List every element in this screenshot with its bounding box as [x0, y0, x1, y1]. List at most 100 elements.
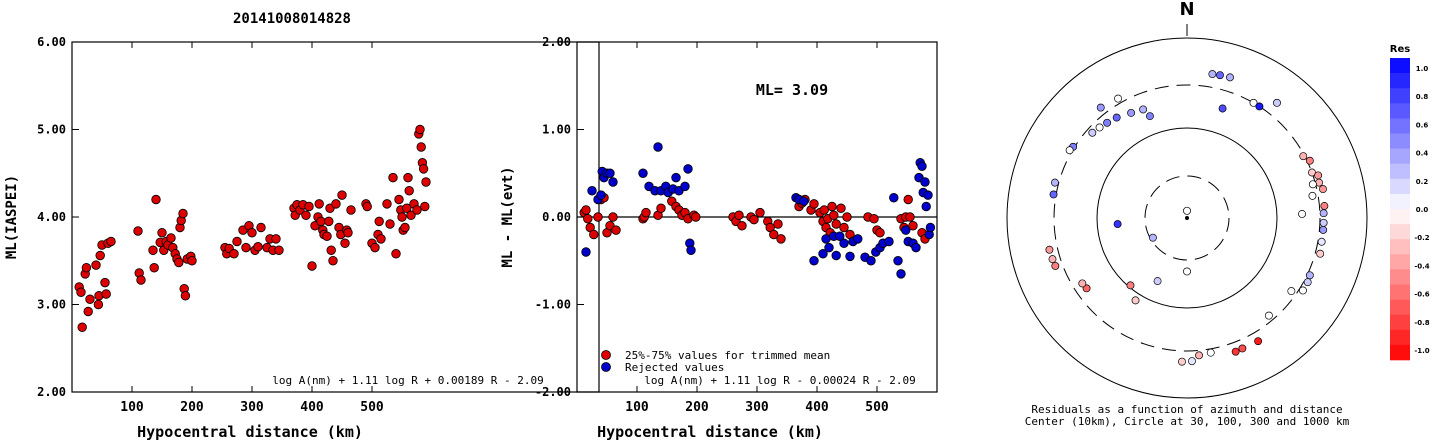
left-data-point: [101, 289, 111, 299]
left-data-point: [136, 275, 146, 285]
colorbar-cell: [1390, 193, 1410, 210]
rejected-point: [866, 256, 876, 266]
colorbar-tick-label: -1.0: [1414, 347, 1429, 355]
left-y-tick-label: 4.00: [37, 210, 66, 224]
trimmed-mean-point: [831, 219, 841, 229]
colorbar-tick-label: 0.2: [1416, 178, 1429, 186]
station-residual-marker: [1048, 255, 1057, 264]
middle-y-tick-label: -1.00: [535, 298, 571, 312]
left-x-tick-label: 100: [120, 400, 144, 415]
rejected-point: [839, 238, 849, 248]
left-data-point: [151, 194, 161, 205]
middle-y-tick-label: 0.00: [542, 210, 571, 224]
colorbar-cell: [1390, 163, 1410, 180]
station-residual-marker: [1195, 351, 1203, 360]
colorbar-cell: [1390, 118, 1410, 134]
left-data-point: [178, 208, 188, 219]
station-residual-marker: [1050, 178, 1059, 187]
trimmed-mean-point: [641, 207, 651, 218]
colorbar-tick-label: 0.4: [1416, 150, 1429, 158]
legend-marker-rejected: [601, 362, 611, 372]
middle-x-axis-label: Hypocentral distance (km): [597, 423, 823, 441]
left-plot-frame: [71, 41, 600, 393]
rejected-point: [917, 161, 927, 171]
left-data-point: [157, 228, 167, 238]
left-data-point: [83, 306, 93, 317]
station-residual-marker: [1114, 94, 1123, 103]
trimmed-mean-point: [608, 212, 618, 222]
rejected-point: [818, 249, 828, 259]
colorbar-tick-label: -0.6: [1414, 291, 1429, 299]
trimmed-mean-point: [737, 221, 747, 231]
left-data-point: [421, 177, 431, 187]
figure-title: 20141008014828: [233, 11, 351, 27]
left-x-tick-label: 200: [180, 400, 204, 415]
left-data-point: [271, 234, 281, 244]
left-data-point: [416, 142, 426, 152]
left-y-tick-label: 3.00: [37, 298, 66, 312]
map-station-points: [1045, 70, 1329, 366]
station-residual-marker: [1303, 278, 1312, 287]
left-data-point: [95, 250, 105, 261]
left-data-point: [346, 205, 356, 215]
rejected-point: [683, 164, 693, 174]
station-residual-marker: [1206, 348, 1215, 357]
rejected-point: [587, 186, 597, 196]
rejected-point: [920, 177, 930, 187]
station-residual-marker: [1255, 102, 1264, 111]
ring-300km: [1053, 84, 1321, 352]
station-residual-marker: [1216, 71, 1224, 80]
left-data-point: [91, 260, 101, 270]
colorbar-cell: [1390, 254, 1410, 270]
rejected-point: [608, 177, 618, 187]
left-data-point: [328, 256, 338, 266]
left-y-axis-label: ML(IASPEI): [4, 175, 20, 259]
trimmed-mean-point: [755, 207, 765, 218]
left-data-point: [397, 212, 407, 222]
left-data-point: [418, 164, 429, 174]
left-data-point: [385, 219, 395, 229]
residual-colorbar: Res 1.0 0.8 0.6 0.4 0.2 0.0 -0.2 -0.4 -0.6 -0.8 -1…: [1390, 44, 1430, 361]
left-data-point: [77, 322, 87, 332]
station-residual-marker: [1078, 279, 1087, 288]
rejected-point: [893, 256, 903, 266]
middle-data-points: [579, 142, 936, 279]
left-data-point: [247, 228, 257, 238]
station-residual-marker: [1316, 249, 1325, 258]
left-data-point: [180, 291, 191, 301]
colorbar-cell: [1390, 88, 1410, 104]
middle-formula: log A(nm) + 1.11 log R - 0.00024 R - 2.0…: [644, 374, 916, 387]
rejected-point: [925, 222, 936, 233]
event-magnitude-annotation: ML= 3.09: [756, 81, 828, 99]
station-residual-marker: [1208, 70, 1217, 79]
left-data-point: [314, 199, 324, 209]
azimuth-residual-map: N Residuals as a function of azimuth and…: [1006, 0, 1368, 428]
middle-x-tick-label: 400: [805, 400, 829, 415]
station-residual-marker: [1095, 123, 1104, 132]
rejected-point: [896, 269, 906, 279]
station-residual-marker: [1298, 286, 1307, 295]
rejected-point: [581, 247, 591, 257]
station-residual-marker: [1051, 261, 1060, 270]
rejected-point: [889, 193, 899, 203]
station-residual-marker: [1082, 284, 1091, 293]
left-data-point: [253, 242, 263, 252]
rejected-point: [923, 190, 933, 200]
rejected-point: [686, 245, 696, 255]
station-residual-marker: [1305, 156, 1314, 165]
middle-x-tick-label: 200: [685, 400, 709, 415]
colorbar-tick-label: -0.4: [1414, 262, 1429, 270]
map-caption-line-2: Center (10km), Circle at 30, 100, 300 an…: [1025, 415, 1350, 428]
rejected-point: [853, 234, 863, 244]
legend-label-trimmed: 25%-75% values for trimmed mean: [625, 349, 830, 362]
left-data-point: [374, 216, 384, 227]
left-data-point: [362, 201, 372, 212]
left-data-point: [106, 236, 116, 247]
left-data-point: [229, 249, 239, 259]
legend: 25%-75% values for trimmed mean Rejected…: [601, 349, 830, 374]
station-residual-marker: [1308, 191, 1317, 200]
left-data-point: [412, 205, 422, 215]
legend-marker-trimmed: [601, 350, 611, 360]
trimmed-mean-point: [903, 194, 913, 205]
